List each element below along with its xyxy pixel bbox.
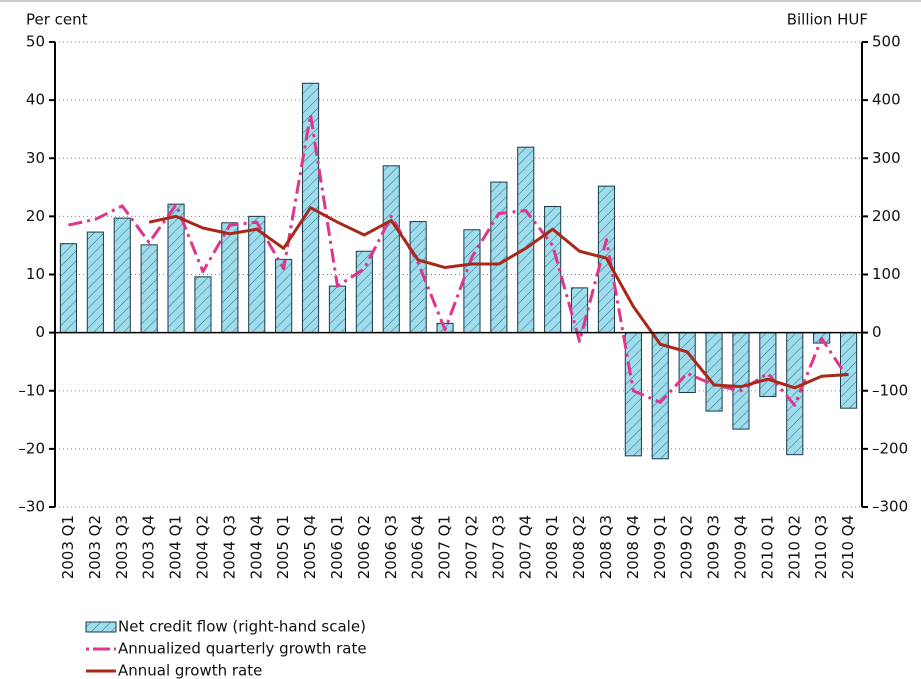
legend-label: Net credit flow (right-hand scale) <box>118 618 366 636</box>
x-tick-label: 2009 Q4 <box>731 515 749 579</box>
y-tick-label: 50 <box>26 33 45 51</box>
y-tick-label: 20 <box>26 207 45 225</box>
bar <box>517 146 535 334</box>
bar <box>59 243 78 334</box>
bar <box>194 276 212 334</box>
bar <box>221 222 239 334</box>
y2-tick-label: –100 <box>872 381 908 399</box>
y2-tick-label: 300 <box>872 149 901 167</box>
bar <box>490 181 508 334</box>
bar <box>732 332 750 430</box>
bar <box>167 203 185 334</box>
x-tick-label: 2010 Q2 <box>785 515 803 579</box>
line <box>148 206 849 390</box>
y-tick-label: –20 <box>18 439 45 457</box>
x-tick-label: 2007 Q2 <box>462 515 480 579</box>
legend-label: Annual growth rate <box>118 662 262 679</box>
x-tick-label: 2008 Q2 <box>570 515 588 579</box>
y-tick-label: 40 <box>26 91 45 109</box>
x-tick-label: 2006 Q1 <box>328 515 346 579</box>
bar <box>839 332 858 409</box>
x-tick-label: 2009 Q2 <box>678 515 696 579</box>
x-tick-label: 2010 Q1 <box>758 515 776 579</box>
y-tick-label: 0 <box>35 323 45 341</box>
y2-tick-label: 200 <box>872 207 901 225</box>
x-tick-label: 2004 Q1 <box>167 515 185 579</box>
line <box>68 113 850 407</box>
x-tick-label: 2009 Q3 <box>705 515 723 579</box>
x-tick-label: 2006 Q4 <box>409 515 427 579</box>
x-tick-label: 2004 Q3 <box>220 515 238 579</box>
x-tick-label: 2004 Q4 <box>247 515 265 579</box>
bar <box>759 332 777 398</box>
bar <box>140 244 158 334</box>
legend-label: Annualized quarterly growth rate <box>118 640 367 658</box>
bar <box>275 258 293 334</box>
x-tick-label: 2008 Q3 <box>597 515 615 579</box>
bar <box>705 332 723 412</box>
x-tick-label: 2003 Q2 <box>86 515 104 579</box>
y-tick-label: –10 <box>18 381 45 399</box>
y2-axis-label: Billion HUF <box>787 11 868 29</box>
y2-tick-label: 100 <box>872 265 901 283</box>
x-tick-label: 2003 Q3 <box>113 515 131 579</box>
x-tick-label: 2006 Q3 <box>382 515 400 579</box>
y-tick-label: –30 <box>18 498 45 516</box>
y2-tick-label: –300 <box>872 498 908 516</box>
x-tick-label: 2008 Q1 <box>543 515 561 579</box>
y2-tick-label: 400 <box>872 91 901 109</box>
bar <box>86 231 104 334</box>
x-tick-label: 2007 Q3 <box>489 515 507 579</box>
x-tick-label: 2004 Q2 <box>193 515 211 579</box>
x-tick-label: 2005 Q1 <box>274 515 292 579</box>
bar <box>328 285 347 334</box>
x-tick-label: 2003 Q4 <box>140 515 158 579</box>
y2-tick-label: –200 <box>872 439 908 457</box>
y-axis-label: Per cent <box>26 11 88 29</box>
x-tick-label: 2010 Q3 <box>812 515 830 579</box>
bar <box>382 165 400 334</box>
bar <box>570 287 589 334</box>
x-tick-label: 2007 Q1 <box>436 515 454 579</box>
bar <box>113 217 131 334</box>
bar <box>786 332 804 456</box>
x-tick-label: 2006 Q2 <box>355 515 373 579</box>
y2-tick-label: 500 <box>872 33 901 51</box>
bar <box>355 250 373 334</box>
bar <box>678 332 696 393</box>
x-tick-label: 2007 Q4 <box>516 515 534 579</box>
y-tick-label: 30 <box>26 149 45 167</box>
y2-tick-label: 0 <box>872 323 882 341</box>
x-tick-label: 2010 Q4 <box>839 515 857 579</box>
x-tick-label: 2005 Q4 <box>301 515 319 579</box>
x-tick-label: 2009 Q1 <box>651 515 669 579</box>
y-tick-label: 10 <box>26 265 45 283</box>
x-tick-label: 2003 Q1 <box>59 515 77 579</box>
x-tick-label: 2008 Q4 <box>624 515 642 579</box>
legend-swatch <box>85 621 117 633</box>
